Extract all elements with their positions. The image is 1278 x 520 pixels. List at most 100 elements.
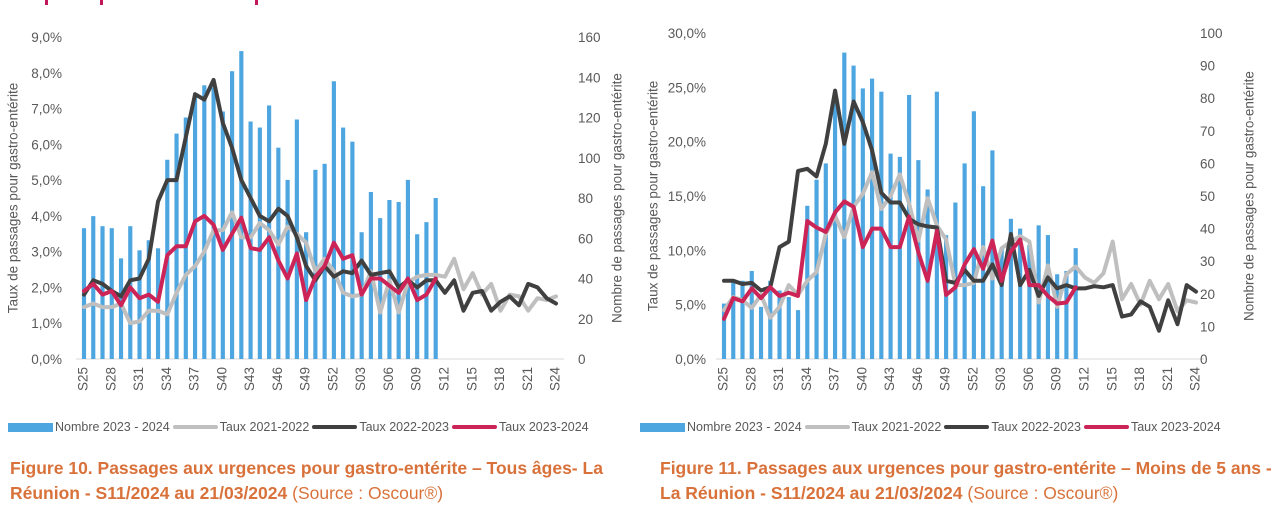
x-tick-label: S09 — [1049, 367, 1064, 391]
y-right-tick-label: 100 — [1200, 26, 1223, 41]
x-tick-label: S37 — [827, 367, 842, 391]
bar — [405, 179, 411, 359]
bar — [860, 88, 865, 360]
y-right-tick-label: 60 — [578, 231, 593, 246]
x-tick-label: S34 — [799, 367, 814, 392]
legend-swatch-line — [172, 425, 218, 429]
legend-label: Taux 2023-2024 — [498, 420, 589, 434]
figure-10-chart: 0,0% 1,0% 2,0% 3,0% 4,0% 5,0% 6,0% 7,0% 8,0% 9,0%… — [6, 30, 625, 392]
bar — [869, 78, 875, 359]
y-right-tick-label: 20 — [578, 312, 593, 327]
x-tick-label: S12 — [437, 367, 452, 391]
y-right-tick-label: 90 — [1200, 59, 1215, 74]
bar — [944, 235, 949, 359]
y-left-tick-label: 10,0% — [668, 243, 706, 258]
y-left-tick-label: 25,0% — [668, 80, 706, 95]
x-tick-label: S06 — [381, 367, 396, 391]
line-taux-2021-2022 — [722, 170, 1198, 320]
bar — [795, 310, 801, 359]
bar — [999, 248, 1004, 359]
y-right-tick-label: 80 — [1200, 91, 1215, 106]
y-left-axis-title: Taux de passages pour gastro-entérite — [646, 81, 661, 311]
bar — [888, 153, 893, 359]
x-tick-label: S03 — [993, 367, 1008, 391]
cropped-mark — [100, 0, 103, 5]
y-left-tick-label: 30,0% — [668, 26, 706, 41]
y-right-tick-label: 120 — [578, 111, 601, 126]
legend-swatch-line — [944, 425, 990, 429]
x-tick-label: S49 — [938, 367, 953, 391]
legend-item-taux-2021-2022: Taux 2021-2022 — [804, 420, 941, 434]
caption-title: Figure 11. Passages aux urgences pour ga… — [660, 458, 1272, 503]
legend-item-nombre: Nombre 2023 - 2024 — [640, 420, 802, 434]
bar — [331, 81, 336, 360]
y-right-tick-label: 80 — [578, 191, 593, 206]
x-tick-label: S24 — [1188, 367, 1203, 392]
x-tick-label: S15 — [464, 367, 479, 391]
line-taux-2022-2023 — [82, 77, 558, 313]
bar — [842, 52, 847, 360]
x-tick-label: S43 — [242, 367, 257, 391]
y-right-tick-label: 20 — [1200, 287, 1215, 302]
bar — [749, 270, 754, 359]
y-left-tick-label: 0,0% — [675, 352, 706, 367]
figure-10-legend: Nombre 2023 - 2024 Taux 2021-2022 Taux 2… — [8, 420, 592, 434]
bar — [1027, 244, 1032, 359]
figure-10-caption: Figure 10. Passages aux urgences pour ga… — [10, 456, 630, 506]
caption-source: (Source : Oscour®) — [962, 483, 1119, 503]
figure-11-chart: 0,0% 5,0% 10,0% 15,0% 20,0% 25,0% 30,0% 0 10 20 30… — [646, 26, 1257, 392]
bar — [202, 85, 207, 360]
x-tick-label: S21 — [1160, 367, 1175, 391]
bar — [378, 218, 383, 359]
y-right-tick-label: 100 — [578, 151, 601, 166]
y-right-tick-label: 30 — [1200, 254, 1215, 269]
x-tick-label: S40 — [854, 367, 869, 391]
bar — [916, 160, 921, 359]
y-left-tick-label: 5,0% — [31, 173, 62, 188]
bar — [897, 156, 902, 359]
x-tick-label: S12 — [1077, 367, 1092, 391]
bar — [128, 226, 133, 359]
x-tick-label: S52 — [325, 367, 340, 391]
y-right-tick-label: 160 — [578, 30, 601, 45]
legend-label: Taux 2022-2023 — [359, 420, 449, 434]
x-tick-label: S28 — [743, 367, 758, 391]
y-right-tick-label: 10 — [1200, 319, 1215, 334]
y-right-tick-label: 40 — [578, 272, 593, 287]
legend-item-taux-2021-2022: Taux 2021-2022 — [172, 420, 310, 434]
legend-label: Nombre 2023 - 2024 — [55, 420, 170, 434]
bar — [1055, 274, 1060, 359]
x-tick-label: S24 — [548, 367, 563, 392]
y-right-tick-label: 50 — [1200, 189, 1215, 204]
bar — [118, 258, 124, 359]
caption-title: Figure 10. Passages aux urgences pour ga… — [10, 458, 603, 503]
bar — [137, 250, 142, 359]
bar — [1064, 270, 1069, 359]
legend-label: Taux 2021-2022 — [219, 420, 310, 434]
x-tick-label: S34 — [159, 367, 174, 392]
legend-item-taux-2022-2023: Taux 2022-2023 — [944, 420, 1081, 434]
y-right-tick-label: 70 — [1200, 124, 1215, 139]
x-tick-label: S46 — [270, 367, 285, 391]
x-tick-label: S52 — [965, 367, 980, 391]
bar — [832, 98, 838, 359]
x-tick-label: S28 — [103, 367, 118, 391]
x-tick-label: S37 — [187, 367, 202, 391]
line-taux-2021-2022 — [82, 210, 558, 326]
cropped-mark — [255, 0, 258, 5]
y-left-tick-label: 5,0% — [675, 298, 706, 313]
x-tick-label: S06 — [1021, 367, 1036, 391]
y-left-tick-label: 0,0% — [31, 352, 62, 367]
bar — [350, 141, 355, 359]
bar — [907, 94, 912, 359]
legend-item-nombre: Nombre 2023 - 2024 — [8, 420, 170, 434]
y-right-axis-title: Nombre de passages pour gastro-entérite — [1242, 71, 1257, 321]
y-right-tick-label: 0 — [578, 352, 586, 367]
legend-swatch-line — [804, 425, 850, 429]
bar — [879, 91, 884, 360]
x-tick-label: S18 — [492, 367, 507, 391]
bar — [971, 111, 976, 360]
y-left-axis-title: Taux de passages pour gastro-entérite — [6, 83, 21, 313]
legend-label: Nombre 2023 - 2024 — [687, 420, 802, 434]
bar — [981, 186, 986, 359]
